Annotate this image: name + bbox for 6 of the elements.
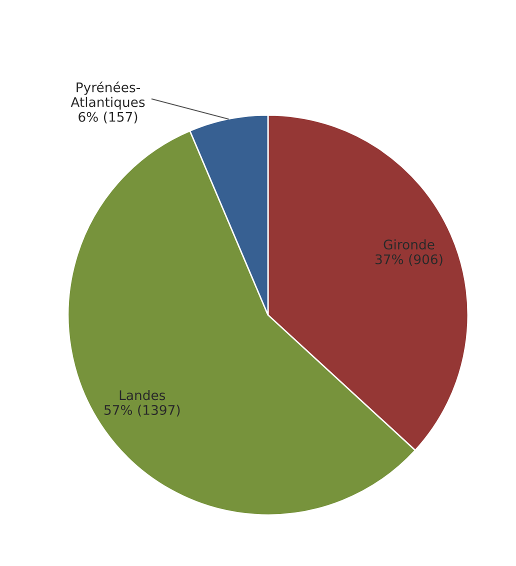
- slice-label: Landes: [120, 390, 166, 400]
- data-label: 57% (1397): [104, 404, 180, 417]
- slice-label: Gironde: [384, 239, 434, 250]
- slice-label: Pyrénées- Atlantiques: [70, 82, 145, 110]
- data-label: 6% (157): [78, 112, 138, 124]
- data-label: 37% (906): [376, 254, 442, 266]
